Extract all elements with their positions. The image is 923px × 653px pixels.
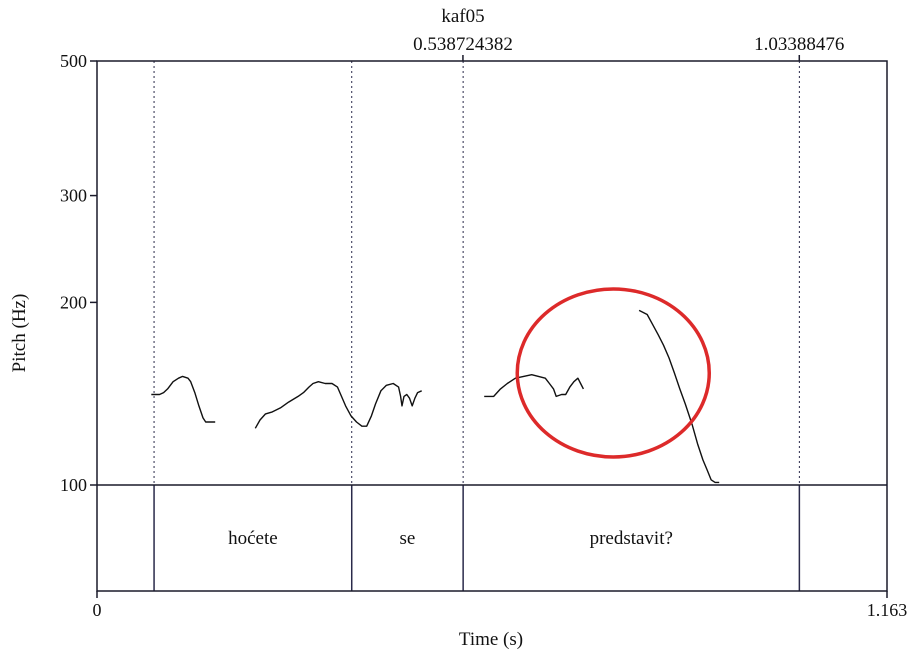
pitch-curve-segment (151, 375, 216, 423)
top-marker-labels: 0.538724382 1.03388476 (413, 34, 844, 61)
x-tick-label: 1.163 (867, 600, 908, 620)
interval-labels: hoćete se predstavit? (228, 528, 673, 549)
highlight-annotation (515, 287, 712, 459)
y-tick-label: 200 (60, 292, 87, 312)
plot-frame (96, 60, 888, 592)
interval-label: predstavit? (590, 528, 673, 549)
y-tick-label: 300 (60, 186, 87, 206)
interval-label: se (400, 528, 416, 549)
interval-boundaries (153, 61, 801, 591)
chart-title: kaf05 (441, 6, 484, 27)
pitch-curve-segment (254, 381, 422, 429)
pitch-curve-segment (638, 309, 720, 484)
y-tick-label: 100 (60, 475, 87, 495)
pitch-curves (151, 309, 720, 484)
y-axis-ticks: 500 300 200 100 (60, 51, 97, 495)
top-marker-label: 0.538724382 (413, 34, 513, 55)
x-tick-label: 0 (93, 600, 102, 620)
highlight-circle (515, 287, 712, 459)
y-tick-label: 500 (60, 51, 87, 71)
x-axis-ticks: 0 1.163 (93, 591, 908, 620)
pitch-curve-segment (484, 374, 585, 398)
x-axis-label: Time (s) (459, 629, 523, 650)
y-axis-label: Pitch (Hz) (9, 294, 30, 373)
interval-label: hoćete (228, 528, 278, 549)
top-marker-label: 1.03388476 (754, 34, 844, 55)
